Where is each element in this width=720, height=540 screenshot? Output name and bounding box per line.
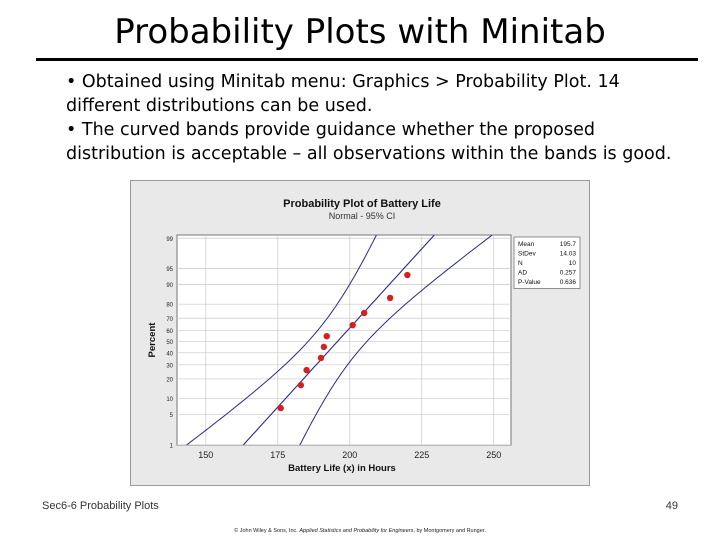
footer-section-label: Sec6-6 Probability Plots [42, 500, 159, 512]
data-point [317, 354, 325, 362]
title-underline [36, 58, 698, 61]
stat-value: 0.636 [560, 279, 577, 286]
page-number: 49 [665, 500, 678, 512]
plot-area [176, 234, 512, 446]
lower-confidence-band [299, 235, 494, 445]
y-tick-label: 90 [166, 283, 173, 289]
chart-title: Probability Plot of Battery Life [283, 198, 441, 210]
data-point [323, 332, 330, 340]
x-axis-label: Battery Life (x) in Hours [288, 463, 396, 474]
y-tick-label: 20 [166, 377, 173, 383]
data-point [386, 294, 394, 302]
stats-box-frame [513, 236, 581, 289]
data-point [320, 343, 328, 351]
copyright-suffix: , by Montgomery and Runger. [413, 528, 486, 534]
data-point [349, 321, 356, 329]
slide-title: Probability Plots with Minitab [114, 12, 606, 52]
y-tick-label: 30 [166, 363, 173, 369]
x-tick-label: 225 [414, 450, 429, 460]
confidence-bands [185, 235, 494, 445]
y-tick-label: 80 [166, 303, 173, 309]
stat-value: 0.257 [560, 270, 577, 277]
probability-plot-chart: Probability Plot of Battery Life Normal … [130, 180, 590, 486]
fitted-line [242, 235, 436, 445]
stat-value: 14.03 [560, 251, 577, 258]
x-tick-label: 200 [342, 450, 357, 460]
grid-layer [177, 235, 511, 446]
y-tick-label: 1 [170, 443, 174, 449]
copyright-notice: © John Wiley & Sons, Inc. Applied Statis… [0, 528, 720, 534]
y-tick-label: 50 [166, 340, 173, 346]
data-point [277, 404, 284, 412]
y-axis-label: Percent [147, 322, 158, 358]
y-tick-label: 5 [170, 413, 174, 419]
y-tick-label: 10 [166, 397, 173, 403]
bullet-list: • Obtained using Minitab menu: Graphics … [66, 70, 676, 166]
y-tick-label: 60 [166, 329, 173, 335]
stats-legend: Mean 195.7 StDev 14.03 N 10 AD 0.257 P-Value 0.63… [513, 236, 581, 289]
bullet-item: • Obtained using Minitab menu: Graphics … [66, 72, 620, 116]
data-points [277, 271, 411, 412]
stat-label: StDev [518, 251, 536, 258]
stat-label: N [518, 260, 523, 267]
x-tick-label: 175 [270, 450, 285, 460]
y-tick-label: 99 [166, 237, 173, 243]
stat-label: P-Value [518, 279, 541, 286]
copyright-book-title: Applied Statistics and Probability for E… [299, 528, 414, 534]
chart-svg: Probability Plot of Battery Life Normal … [147, 198, 581, 474]
bullet-item: • The curved bands provide guidance whet… [66, 120, 672, 164]
x-tick-label: 150 [198, 450, 213, 460]
data-point [297, 381, 305, 389]
y-tick-label: 70 [166, 317, 173, 323]
axis-ticks: 150 175 200 225 250 1 5 10 20 30 40 50 60 70 80 90 95 99 [166, 237, 501, 460]
chart-subtitle: Normal - 95% CI [329, 211, 396, 221]
data-point [360, 309, 368, 317]
stat-label: AD [518, 270, 527, 277]
stat-label: Mean [518, 241, 535, 248]
y-tick-label: 40 [166, 351, 173, 357]
upper-confidence-band [185, 235, 378, 445]
stat-value: 195.7 [560, 241, 577, 248]
data-point [404, 271, 411, 279]
stat-value: 10 [569, 260, 577, 267]
data-point [303, 366, 310, 374]
x-tick-label: 250 [486, 450, 501, 460]
copyright-prefix: © John Wiley & Sons, Inc. [234, 528, 300, 534]
y-tick-label: 95 [166, 267, 173, 273]
